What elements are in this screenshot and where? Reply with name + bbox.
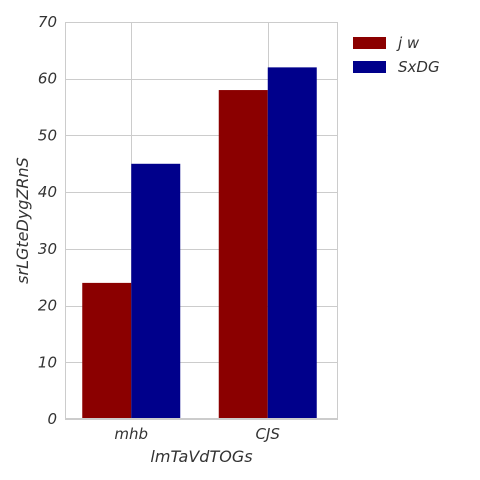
legend: j w SxDG xyxy=(353,34,440,76)
legend-label: SxDG xyxy=(398,58,440,76)
y-tick-label: 60 xyxy=(38,70,57,88)
bar-SxDG-mhb xyxy=(131,163,181,419)
bars xyxy=(82,67,317,420)
bar-SxDG-CJS xyxy=(267,67,317,419)
y-tick-label: 30 xyxy=(38,240,57,258)
y-tick-label: 20 xyxy=(38,297,57,315)
y-tick-label: 40 xyxy=(38,183,57,201)
legend-label: j w xyxy=(396,34,420,52)
legend-swatch xyxy=(353,61,386,73)
y-axis-ticks: 0 10 20 30 40 50 60 70 xyxy=(38,13,57,428)
y-axis-label: srLGteDygZRnS xyxy=(13,157,32,284)
bar-jw-CJS xyxy=(218,90,268,420)
x-tick-label: CJS xyxy=(256,425,281,443)
x-axis-label: lmTaVdTOGs xyxy=(150,447,252,466)
y-tick-label: 50 xyxy=(38,126,57,144)
legend-swatch xyxy=(353,37,386,49)
y-tick-label: 10 xyxy=(38,353,57,371)
x-axis-ticks: mhb CJS xyxy=(114,425,280,443)
y-tick-label: 70 xyxy=(38,13,57,31)
x-tick-label: mhb xyxy=(114,425,148,443)
y-tick-label: 0 xyxy=(47,410,57,428)
plot-frame xyxy=(65,22,338,419)
bar-jw-mhb xyxy=(82,282,132,419)
